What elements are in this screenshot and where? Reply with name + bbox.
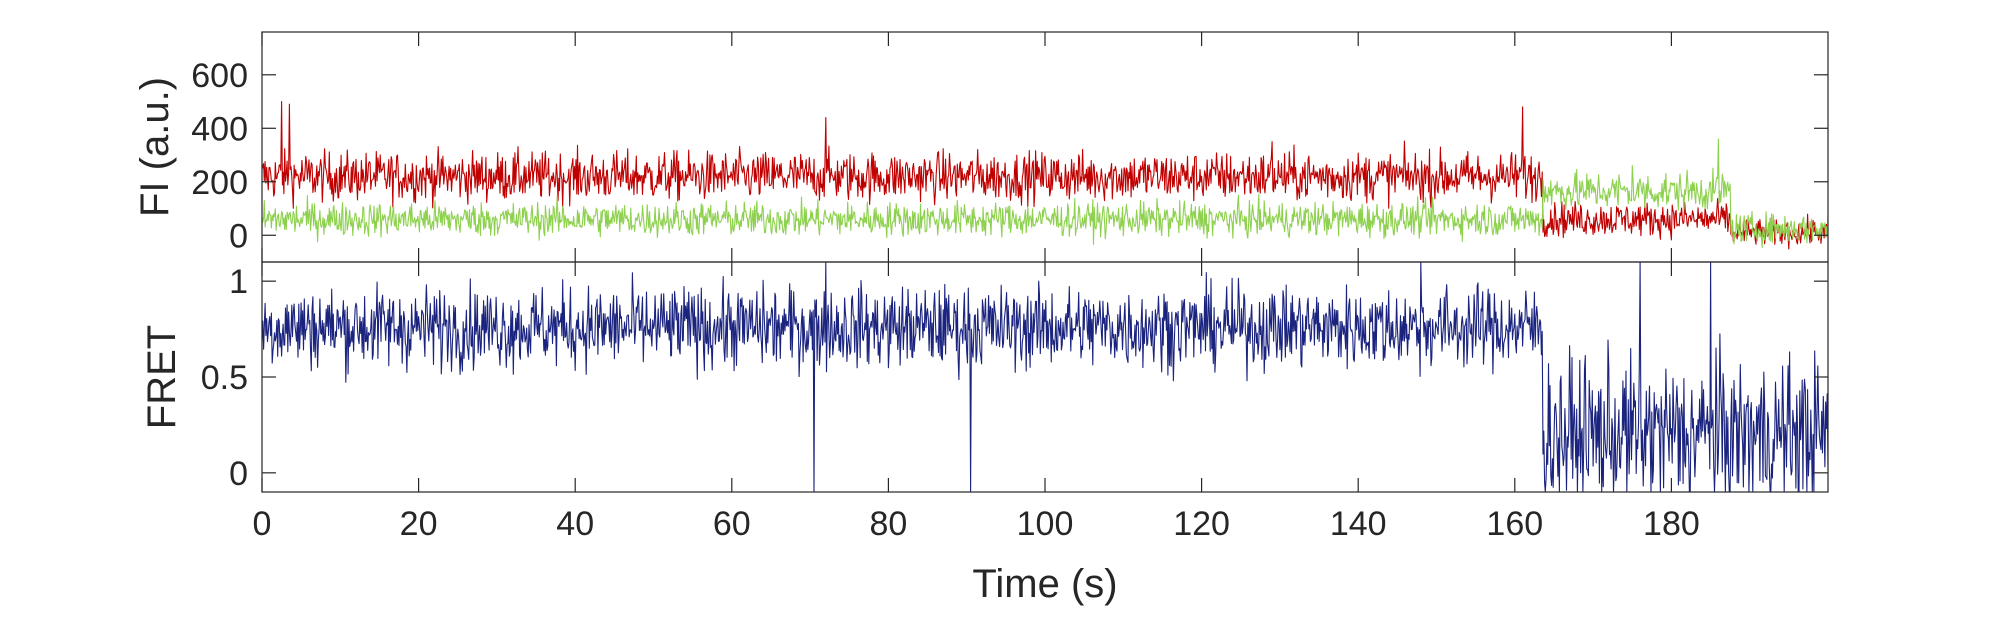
intensity-ticks: 0 200 400 600 (191, 32, 1828, 262)
x-axis-label: Time (s) (972, 562, 1117, 606)
fret-series-group (261, 261, 1829, 493)
intensity-series-1-line (261, 138, 1829, 249)
fret-y-axis-label: FRET (140, 325, 184, 429)
fret-y-tick-label: 1 (229, 263, 248, 301)
x-tick-label: 0 (253, 505, 272, 543)
fret-panel: 0 0.5 1 0 20 40 60 80 100 120 140 160 180 FRET Time … (140, 261, 1829, 606)
intensity-y-tick-label: 600 (191, 57, 248, 95)
intensity-y-axis-label: FI (a.u.) (133, 77, 177, 217)
x-tick-label: 60 (713, 505, 751, 543)
x-tick-label: 80 (869, 505, 907, 543)
intensity-series-0-line (261, 100, 1829, 250)
fret-series-0-line (261, 261, 1829, 493)
x-tick-label: 120 (1173, 505, 1230, 543)
intensity-y-tick-label: 200 (191, 164, 248, 202)
intensity-y-tick-label: 400 (191, 110, 248, 148)
x-tick-label: 40 (556, 505, 594, 543)
x-tick-label: 100 (1017, 505, 1074, 543)
intensity-series-group (261, 100, 1829, 250)
intensity-y-tick-label: 0 (229, 217, 248, 255)
fret-ticks: 0 0.5 1 0 20 40 60 80 100 120 140 160 180 (201, 262, 1828, 543)
intensity-panel: 0 200 400 600 FI (a.u.) (133, 31, 1829, 263)
x-tick-label: 20 (400, 505, 438, 543)
fret-y-tick-label: 0 (229, 455, 248, 493)
x-tick-label: 180 (1643, 505, 1700, 543)
x-tick-label: 140 (1330, 505, 1387, 543)
fret-y-tick-label: 0.5 (201, 359, 248, 397)
x-tick-label: 160 (1486, 505, 1543, 543)
